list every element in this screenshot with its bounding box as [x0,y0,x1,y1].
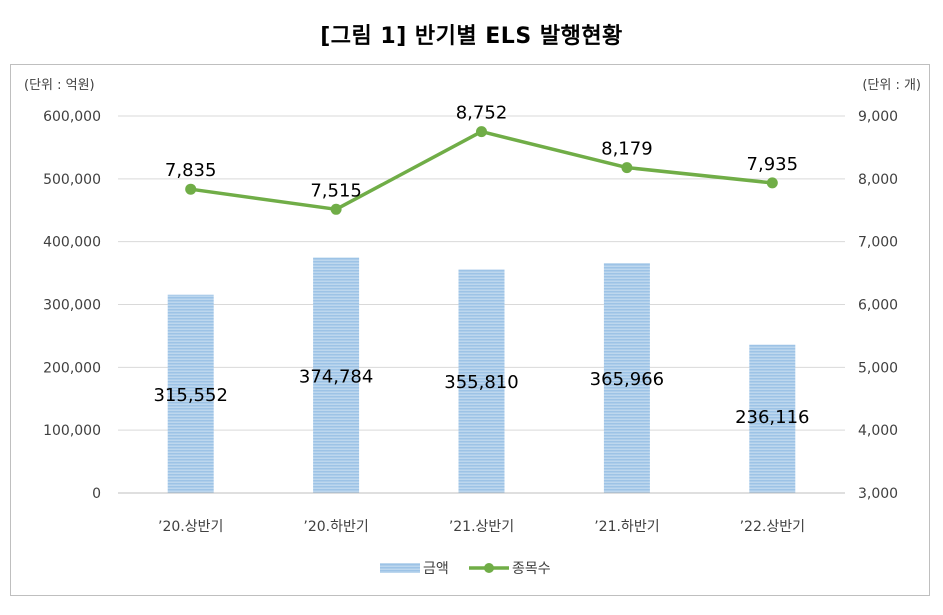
legend-bar-label: 금액 [423,561,449,577]
right-tick-label: 9,000 [858,109,898,125]
bar-data-label: 236,116 [735,407,809,428]
line-path [190,129,773,212]
line-data-label: 7,515 [310,180,362,201]
right-tick-label: 7,000 [858,235,898,251]
line-data-label: 7,835 [165,160,217,181]
line-data-label: 8,179 [601,139,653,160]
left-tick-label: 500,000 [43,172,101,188]
data-labels: 315,552 374,784 355,810 365,966 236,116 7,835… [153,103,809,428]
left-unit-label: (단위 : 억원) [24,78,95,93]
line-point [766,177,778,189]
category-label: ’21.상반기 [449,519,514,535]
right-unit-label: (단위 : 개) [862,78,921,93]
right-tick-label: 6,000 [858,298,898,314]
legend-bar-swatch [380,563,420,573]
left-tick-label: 600,000 [43,109,101,125]
category-label: ’21.하반기 [594,519,659,535]
legend-line-label: 종목수 [512,561,551,577]
legend: 금액 종목수 [380,561,551,577]
line-point [185,183,197,195]
gridlines [118,115,845,431]
left-tick-label: 400,000 [43,235,101,251]
bar [167,294,214,493]
axes: 0 100,000 200,000 300,000 400,000 500,000 600,… [24,78,921,535]
left-tick-label: 200,000 [43,360,101,376]
bar [458,269,505,493]
right-tick-label: 4,000 [858,423,898,439]
right-tick-label: 5,000 [858,360,898,376]
left-tick-label: 300,000 [43,298,101,314]
bar-series [167,257,796,493]
line-point [621,162,633,174]
left-tick-label: 0 [92,486,101,502]
bar [313,257,360,493]
bar [603,263,650,493]
chart-frame [10,64,930,596]
category-label: ’20.하반기 [303,519,368,535]
chart-title: [그림 1] 반기별 ELS 발행현황 [320,24,623,49]
line-data-label: 8,752 [456,103,508,124]
category-label: ’22.상반기 [740,519,805,535]
legend-line-marker [484,563,494,573]
line-point [476,126,487,138]
line-data-label: 7,935 [747,154,799,175]
bar-data-label: 315,552 [153,385,227,406]
right-tick-label: 8,000 [858,172,898,188]
bar [749,344,796,493]
category-label: ’20.상반기 [158,519,223,535]
line-series [185,126,778,215]
bar-data-label: 355,810 [444,372,518,393]
bar-data-label: 374,784 [299,366,373,387]
left-tick-label: 100,000 [43,423,101,439]
line-point [330,203,342,215]
right-tick-label: 3,000 [858,486,898,502]
bar-data-label: 365,966 [590,369,664,390]
